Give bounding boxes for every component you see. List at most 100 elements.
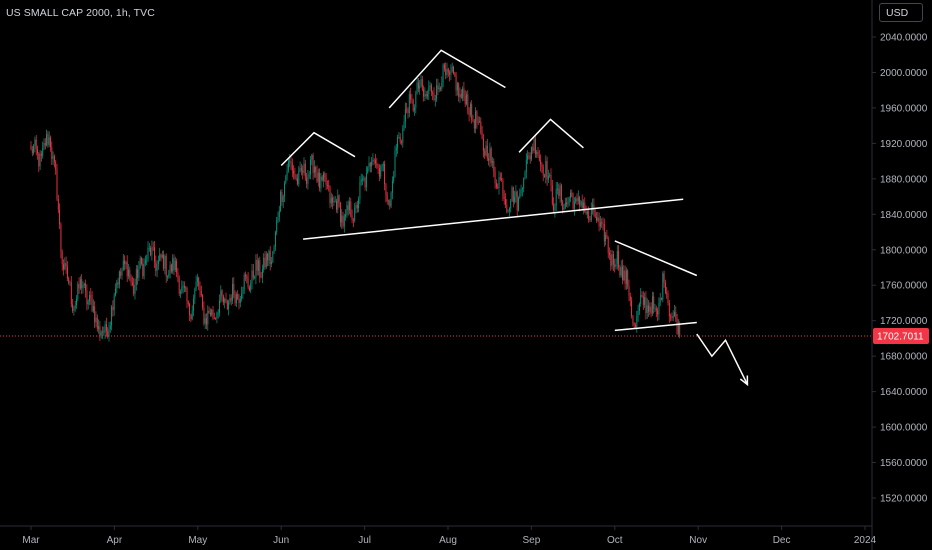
candle-body — [183, 285, 185, 288]
time-axis[interactable]: Mar Apr May Jun Jul Aug Sep Oct Nov Dec 2024 — [22, 526, 877, 546]
price-tick-label: 2040.0000 — [880, 33, 928, 44]
price-tick-label: 1640.0000 — [880, 387, 928, 398]
price-axis[interactable]: 2040.0000 2000.0000 1960.0000 1920.0000 1880… — [872, 33, 928, 505]
time-tick-label: 2024 — [854, 535, 877, 546]
candle-body — [42, 148, 44, 156]
candle-body — [252, 270, 254, 278]
candle-body — [105, 324, 107, 332]
drawings-layer[interactable] — [280, 49, 749, 387]
candle-body — [640, 295, 642, 304]
candle-body — [319, 172, 321, 189]
candle-body — [135, 269, 137, 285]
candle-body — [658, 303, 660, 315]
candle-body — [300, 168, 302, 171]
candle-body — [208, 310, 210, 313]
candle-body — [291, 163, 293, 171]
candle-body — [115, 288, 116, 296]
candle-body — [518, 198, 519, 211]
currency-button[interactable]: USD — [879, 3, 923, 22]
candle-body — [612, 253, 614, 265]
candle-body — [255, 259, 257, 278]
candle-body — [324, 173, 326, 178]
candle-body — [650, 306, 652, 314]
falling-wedge-top[interactable] — [614, 240, 698, 277]
candle-body — [311, 155, 313, 160]
candle-body — [584, 202, 586, 212]
candle-body — [389, 200, 391, 207]
head-cap[interactable] — [388, 49, 506, 109]
candle-body — [394, 150, 396, 177]
candle-body — [351, 216, 353, 221]
left-shoulder-cap[interactable] — [280, 131, 356, 167]
candle-body — [542, 167, 544, 176]
candle-body — [306, 177, 308, 184]
candle-body — [377, 165, 379, 168]
candle-body — [198, 277, 200, 286]
candle-body — [243, 274, 245, 290]
candle-body — [259, 260, 261, 278]
candle-body — [124, 260, 126, 265]
candle-body — [564, 202, 566, 208]
candle-body — [303, 163, 305, 173]
time-tick-label: Mar — [22, 535, 40, 546]
candle-body — [619, 267, 621, 276]
candle-body — [100, 332, 102, 336]
candle-body — [125, 261, 127, 265]
candle-body — [507, 210, 509, 212]
candle-body — [458, 83, 460, 97]
candle-body — [65, 262, 67, 267]
candle-body — [258, 260, 259, 271]
candle-body — [532, 147, 534, 151]
candle-body — [264, 257, 266, 268]
candle-body — [516, 191, 518, 211]
candle-body — [295, 178, 297, 180]
projection-arrow[interactable] — [696, 333, 749, 385]
candle-body — [433, 93, 435, 101]
candle-body — [215, 318, 217, 319]
candle-body — [323, 173, 324, 181]
candle-body — [455, 75, 457, 91]
candle-body — [670, 316, 672, 318]
candle-body — [341, 215, 343, 223]
candle-body — [330, 197, 332, 204]
candle-body — [307, 176, 309, 184]
candle-body — [141, 258, 142, 265]
candle-body — [549, 174, 551, 176]
candle-body — [242, 289, 244, 294]
candle-body — [113, 295, 115, 311]
candle-body — [203, 307, 205, 324]
candle-body — [424, 94, 426, 97]
candle-body — [195, 282, 197, 290]
candle-body — [224, 299, 226, 303]
candle-body — [157, 260, 159, 265]
candle-body — [390, 192, 392, 207]
candle-body — [671, 316, 673, 318]
candle-body — [550, 174, 552, 186]
candle-body — [560, 185, 562, 202]
candle-body — [437, 85, 439, 90]
right-shoulder-cap[interactable] — [518, 118, 584, 153]
candle-body — [86, 290, 88, 305]
candle-body — [117, 282, 119, 285]
candle-body — [368, 162, 370, 169]
candle-body — [454, 73, 456, 76]
candle-body — [126, 261, 128, 277]
falling-wedge-bottom[interactable] — [614, 321, 697, 332]
candle-body — [480, 121, 482, 133]
candle-body — [447, 68, 449, 73]
candle-body — [417, 82, 419, 89]
candle-body — [246, 276, 248, 279]
candle-body — [186, 287, 188, 302]
candle-body — [78, 284, 80, 289]
candle-body — [536, 151, 538, 155]
time-tick-label: Jul — [358, 535, 371, 546]
candle-body — [438, 87, 440, 90]
candle-body — [233, 283, 235, 295]
candle-body — [131, 282, 133, 285]
time-tick-label: Dec — [773, 535, 791, 546]
candle-body — [514, 196, 516, 203]
candle-body — [371, 161, 373, 167]
neckline[interactable] — [303, 198, 684, 240]
candle-body — [333, 201, 335, 203]
